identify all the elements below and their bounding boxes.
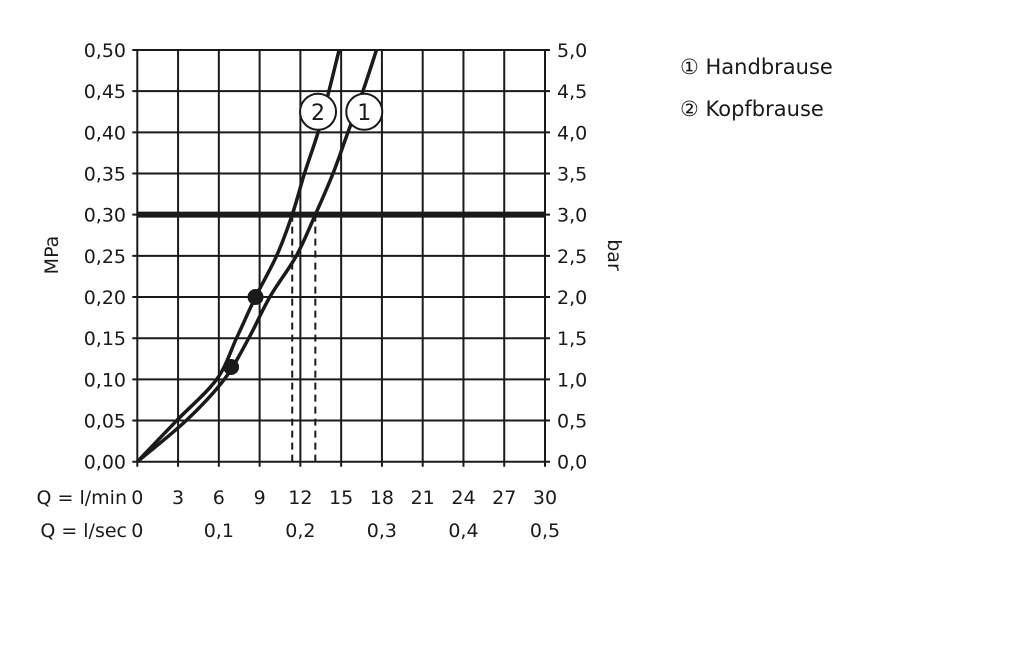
y-left-tick-label: 0,40: [84, 122, 126, 144]
x2-tick-label: 0,2: [285, 520, 315, 542]
x-tick-label: 24: [451, 487, 475, 509]
x-tick-label: 3: [172, 487, 184, 509]
legend-text: Handbrause: [705, 55, 833, 79]
y-right-tick-label: 4,5: [557, 81, 587, 103]
x-tick-label: 6: [213, 487, 225, 509]
y-left-tick-label: 0,05: [84, 411, 126, 433]
series-marker-circle: [345, 92, 384, 131]
y-left-tick-label: 0,35: [84, 164, 126, 186]
x-tick-label: 12: [288, 487, 312, 509]
x2-tick-label: 0,3: [367, 520, 397, 542]
y-right-tick-label: 1,0: [557, 369, 587, 391]
x-tick-label: 27: [492, 487, 516, 509]
y-right-tick-label: 0,5: [557, 411, 587, 433]
y-left-tick-label: 0,25: [84, 246, 126, 268]
legend-symbol: ①: [680, 55, 699, 79]
y-left-tick-label: 0,45: [84, 81, 126, 103]
x2-tick-label: 0,4: [448, 520, 478, 542]
y-right-tick-label: 0,0: [557, 452, 587, 474]
legend: ① Handbrause ② Kopfbrause: [680, 46, 833, 130]
y-right-tick-label: 3,0: [557, 205, 587, 227]
y-right-tick-label: 2,5: [557, 246, 587, 268]
x-tick-label: 9: [254, 487, 266, 509]
series-marker-label: 1: [357, 101, 371, 126]
x2-tick-label: 0,1: [204, 520, 234, 542]
x-tick-label: 0: [131, 487, 143, 509]
series-dot-2: [247, 289, 264, 306]
y-right-tick-label: 3,5: [557, 164, 587, 186]
x2-axis-label: Q = l/sec: [40, 520, 127, 542]
y-left-tick-label: 0,30: [84, 205, 126, 227]
y-left-axis-label: MPa: [41, 236, 63, 275]
y-right-axis-label: bar: [603, 239, 625, 271]
x-tick-label: 21: [411, 487, 435, 509]
x-axis-label: Q = l/min: [37, 487, 127, 509]
series-marker-circle: [299, 92, 338, 131]
legend-item-2: ② Kopfbrause: [680, 88, 833, 130]
x-tick-label: 30: [533, 487, 557, 509]
y-left-tick-label: 0,20: [84, 287, 126, 309]
y-left-tick-label: 0,50: [84, 40, 126, 62]
legend-text: Kopfbrause: [705, 97, 824, 121]
legend-item-1: ① Handbrause: [680, 46, 833, 88]
x-tick-label: 15: [329, 487, 353, 509]
y-left-tick-label: 0,00: [84, 452, 126, 474]
y-right-tick-label: 1,5: [557, 328, 587, 350]
y-right-tick-label: 4,0: [557, 122, 587, 144]
legend-symbol: ②: [680, 97, 699, 121]
y-right-tick-label: 5,0: [557, 40, 587, 62]
y-left-tick-label: 0,15: [84, 328, 126, 350]
x2-tick-label: 0,5: [530, 520, 560, 542]
x2-tick-label: 0: [131, 520, 143, 542]
x-tick-label: 18: [370, 487, 394, 509]
y-right-tick-label: 2,0: [557, 287, 587, 309]
y-left-tick-label: 0,10: [84, 369, 126, 391]
series-marker-label: 2: [311, 101, 325, 126]
